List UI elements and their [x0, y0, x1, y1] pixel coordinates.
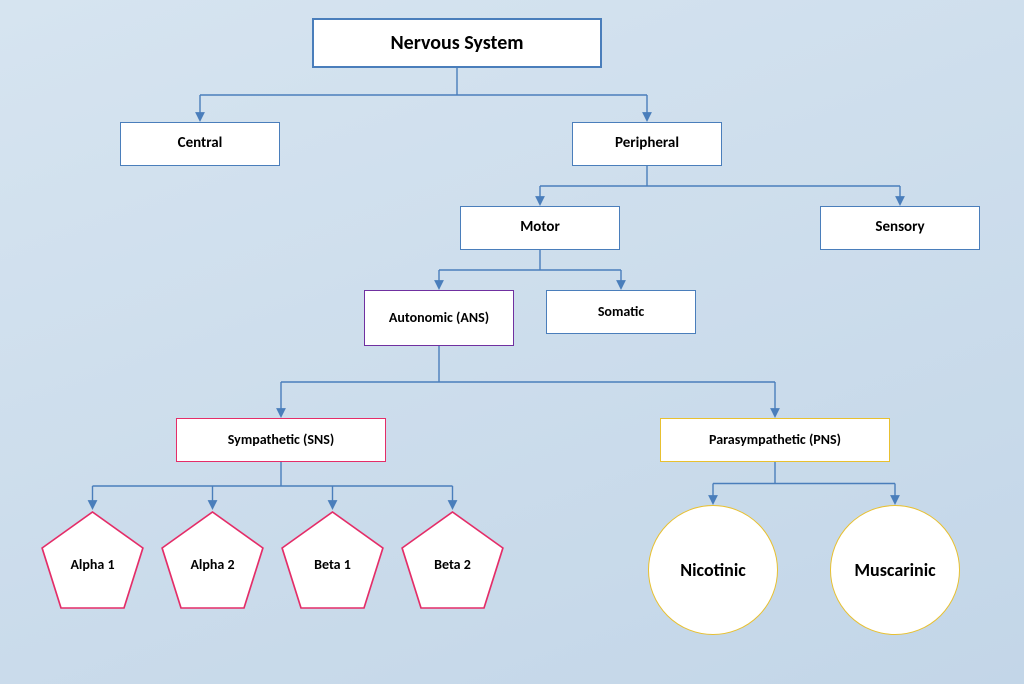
- node-label: Somatic: [598, 304, 644, 320]
- node-label: Beta 2: [434, 548, 471, 573]
- diagram-canvas: Nervous System Central Peripheral Motor …: [0, 0, 1024, 684]
- node-alpha1: Alpha 1: [40, 510, 145, 610]
- node-label: Nervous System: [390, 32, 523, 55]
- node-sympathetic: Sympathetic (SNS): [176, 418, 386, 462]
- node-label: Nicotinic: [680, 559, 746, 581]
- node-peripheral: Peripheral: [572, 122, 722, 166]
- node-label: Peripheral: [615, 135, 679, 152]
- node-parasymp: Parasympathetic (PNS): [660, 418, 890, 462]
- node-label: Beta 1: [314, 548, 351, 573]
- node-beta2: Beta 2: [400, 510, 505, 610]
- node-label: Muscarinic: [854, 559, 935, 581]
- node-autonomic: Autonomic (ANS): [364, 290, 514, 346]
- node-somatic: Somatic: [546, 290, 696, 334]
- node-central: Central: [120, 122, 280, 166]
- node-alpha2: Alpha 2: [160, 510, 265, 610]
- node-label: Central: [178, 135, 223, 152]
- node-label: Alpha 1: [70, 548, 114, 573]
- node-label: Autonomic (ANS): [389, 310, 489, 326]
- node-label: Sympathetic (SNS): [228, 432, 334, 448]
- node-label: Motor: [520, 219, 560, 236]
- node-label: Alpha 2: [190, 548, 234, 573]
- node-beta1: Beta 1: [280, 510, 385, 610]
- node-label: Sensory: [875, 219, 924, 236]
- node-sensory: Sensory: [820, 206, 980, 250]
- node-nicotinic: Nicotinic: [648, 505, 778, 635]
- node-muscarinic: Muscarinic: [830, 505, 960, 635]
- node-root: Nervous System: [312, 18, 602, 68]
- node-label: Parasympathetic (PNS): [709, 432, 841, 448]
- node-motor: Motor: [460, 206, 620, 250]
